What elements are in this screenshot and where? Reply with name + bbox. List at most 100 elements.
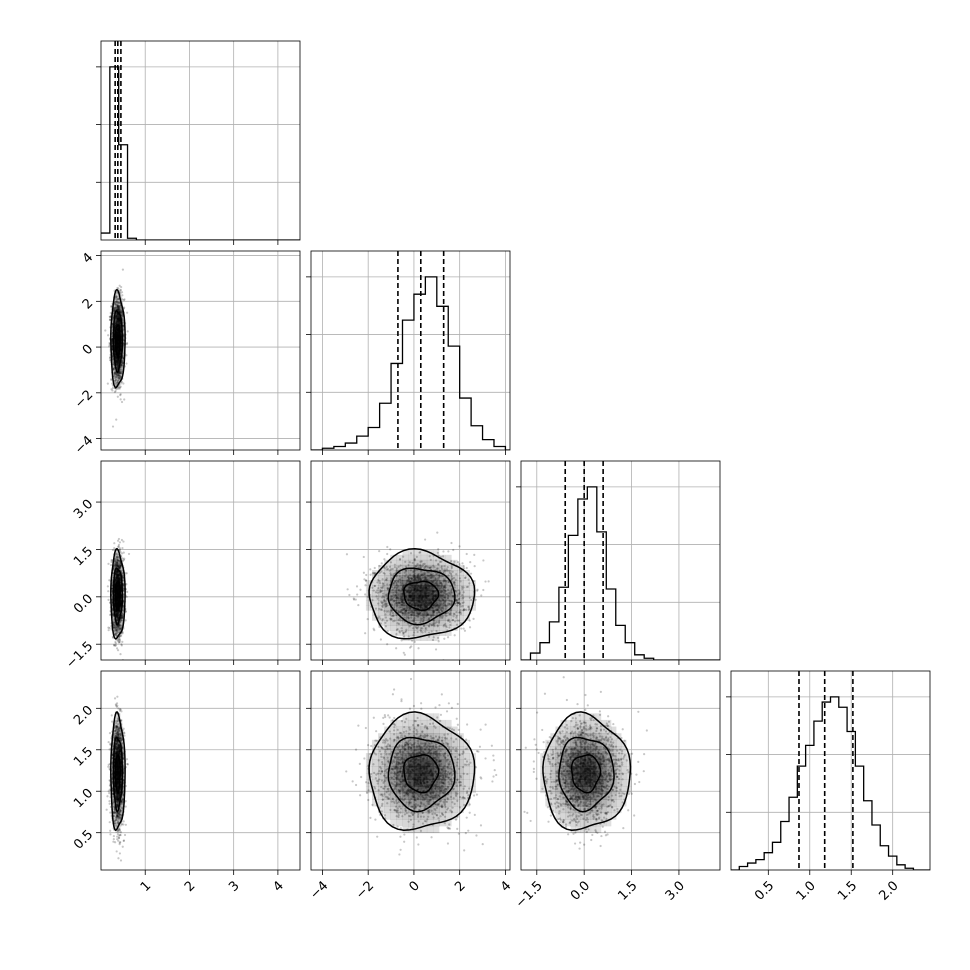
scatter-point xyxy=(114,750,117,753)
density-cell xyxy=(112,610,114,616)
scatter-point xyxy=(115,571,119,574)
density-cell xyxy=(112,362,114,368)
density-cell xyxy=(112,610,114,616)
density-cell xyxy=(119,384,121,390)
scatter-point xyxy=(113,564,116,567)
scatter-point xyxy=(116,374,120,377)
density-cell xyxy=(115,373,117,379)
scatter-point xyxy=(118,750,121,753)
scatter-point xyxy=(114,558,117,561)
scatter-point xyxy=(116,803,120,806)
density-cell xyxy=(120,585,122,591)
density-cell xyxy=(115,605,117,611)
scatter-point xyxy=(115,725,118,728)
scatter-point xyxy=(118,319,121,322)
scatter-point xyxy=(118,625,121,628)
scatter-point xyxy=(107,629,110,632)
scatter-point xyxy=(118,624,121,627)
scatter-point xyxy=(113,375,116,378)
scatter-point xyxy=(115,573,118,576)
scatter-point xyxy=(116,562,119,565)
scatter-point xyxy=(114,704,118,707)
scatter-point xyxy=(113,372,116,375)
scatter-point xyxy=(109,833,112,836)
scatter-point xyxy=(117,733,121,736)
scatter-point xyxy=(116,729,120,732)
scatter-point xyxy=(119,566,122,569)
density-cell xyxy=(117,625,119,631)
density-cell xyxy=(116,318,119,325)
scatter-point xyxy=(116,562,119,565)
scatter-point xyxy=(119,566,122,569)
scatter-point xyxy=(119,372,122,375)
density-cell xyxy=(121,318,124,325)
scatter-point xyxy=(116,366,119,369)
scatter-point xyxy=(115,357,118,360)
scatter-point xyxy=(118,750,121,753)
scatter-point xyxy=(117,307,120,311)
scatter-point xyxy=(107,562,110,565)
density-cell xyxy=(121,296,123,303)
density-cell xyxy=(111,590,113,596)
scatter-point xyxy=(117,376,121,379)
scatter-point xyxy=(112,362,115,365)
scatter-point xyxy=(115,361,118,365)
scatter-point xyxy=(117,744,120,747)
scatter-point xyxy=(115,726,118,729)
scatter-point xyxy=(113,307,116,310)
density-cell xyxy=(119,351,121,357)
scatter-point xyxy=(115,381,119,384)
histogram-clip-group xyxy=(101,41,300,240)
density-cell xyxy=(116,318,118,325)
scatter-point xyxy=(117,857,120,860)
scatter-point xyxy=(119,394,122,397)
scatter-point xyxy=(114,729,117,732)
scatter-point xyxy=(116,364,119,367)
scatter-point xyxy=(106,585,109,588)
scatter-point xyxy=(118,748,122,751)
density-cell xyxy=(114,575,116,581)
scatter-point xyxy=(115,742,118,746)
scatter-point xyxy=(116,640,120,643)
density-cell xyxy=(116,595,119,601)
scatter-point xyxy=(113,562,116,565)
scatter-point xyxy=(121,359,124,362)
scatter-point xyxy=(117,811,121,814)
density-cell xyxy=(114,580,116,586)
scatter-point xyxy=(126,330,129,333)
density-cell xyxy=(120,367,122,374)
scatter-point xyxy=(115,615,119,618)
scatter-point xyxy=(117,728,120,731)
scatter-point xyxy=(125,362,128,365)
density-cell xyxy=(121,569,124,576)
panel-frame xyxy=(730,670,931,871)
density-cell xyxy=(116,296,119,303)
scatter-point xyxy=(115,298,118,301)
scatter-point xyxy=(121,318,124,321)
scatter-point xyxy=(116,304,119,307)
scatter-point xyxy=(114,319,117,323)
density-cell xyxy=(119,307,121,314)
scatter-point xyxy=(114,631,117,634)
scatter-point xyxy=(116,725,119,728)
scatter-point xyxy=(122,324,125,327)
density-cell xyxy=(116,362,119,368)
scatter-point xyxy=(122,754,125,757)
scatter-point xyxy=(113,629,116,632)
density-cell xyxy=(120,307,122,314)
scatter-point xyxy=(117,821,120,824)
scatter-point xyxy=(114,633,117,637)
density-cell xyxy=(118,367,120,374)
density-cell xyxy=(120,351,122,357)
scatter-point xyxy=(109,359,112,362)
scatter-point xyxy=(114,627,117,631)
scatter-point xyxy=(114,632,117,635)
density-cell xyxy=(115,610,117,616)
scatter-point xyxy=(117,799,120,802)
scatter-point xyxy=(116,832,119,836)
scatter-point xyxy=(114,565,117,569)
scatter-point xyxy=(117,287,120,290)
density-cell xyxy=(119,575,121,581)
scatter-point xyxy=(118,284,121,287)
scatter-point xyxy=(118,813,122,816)
